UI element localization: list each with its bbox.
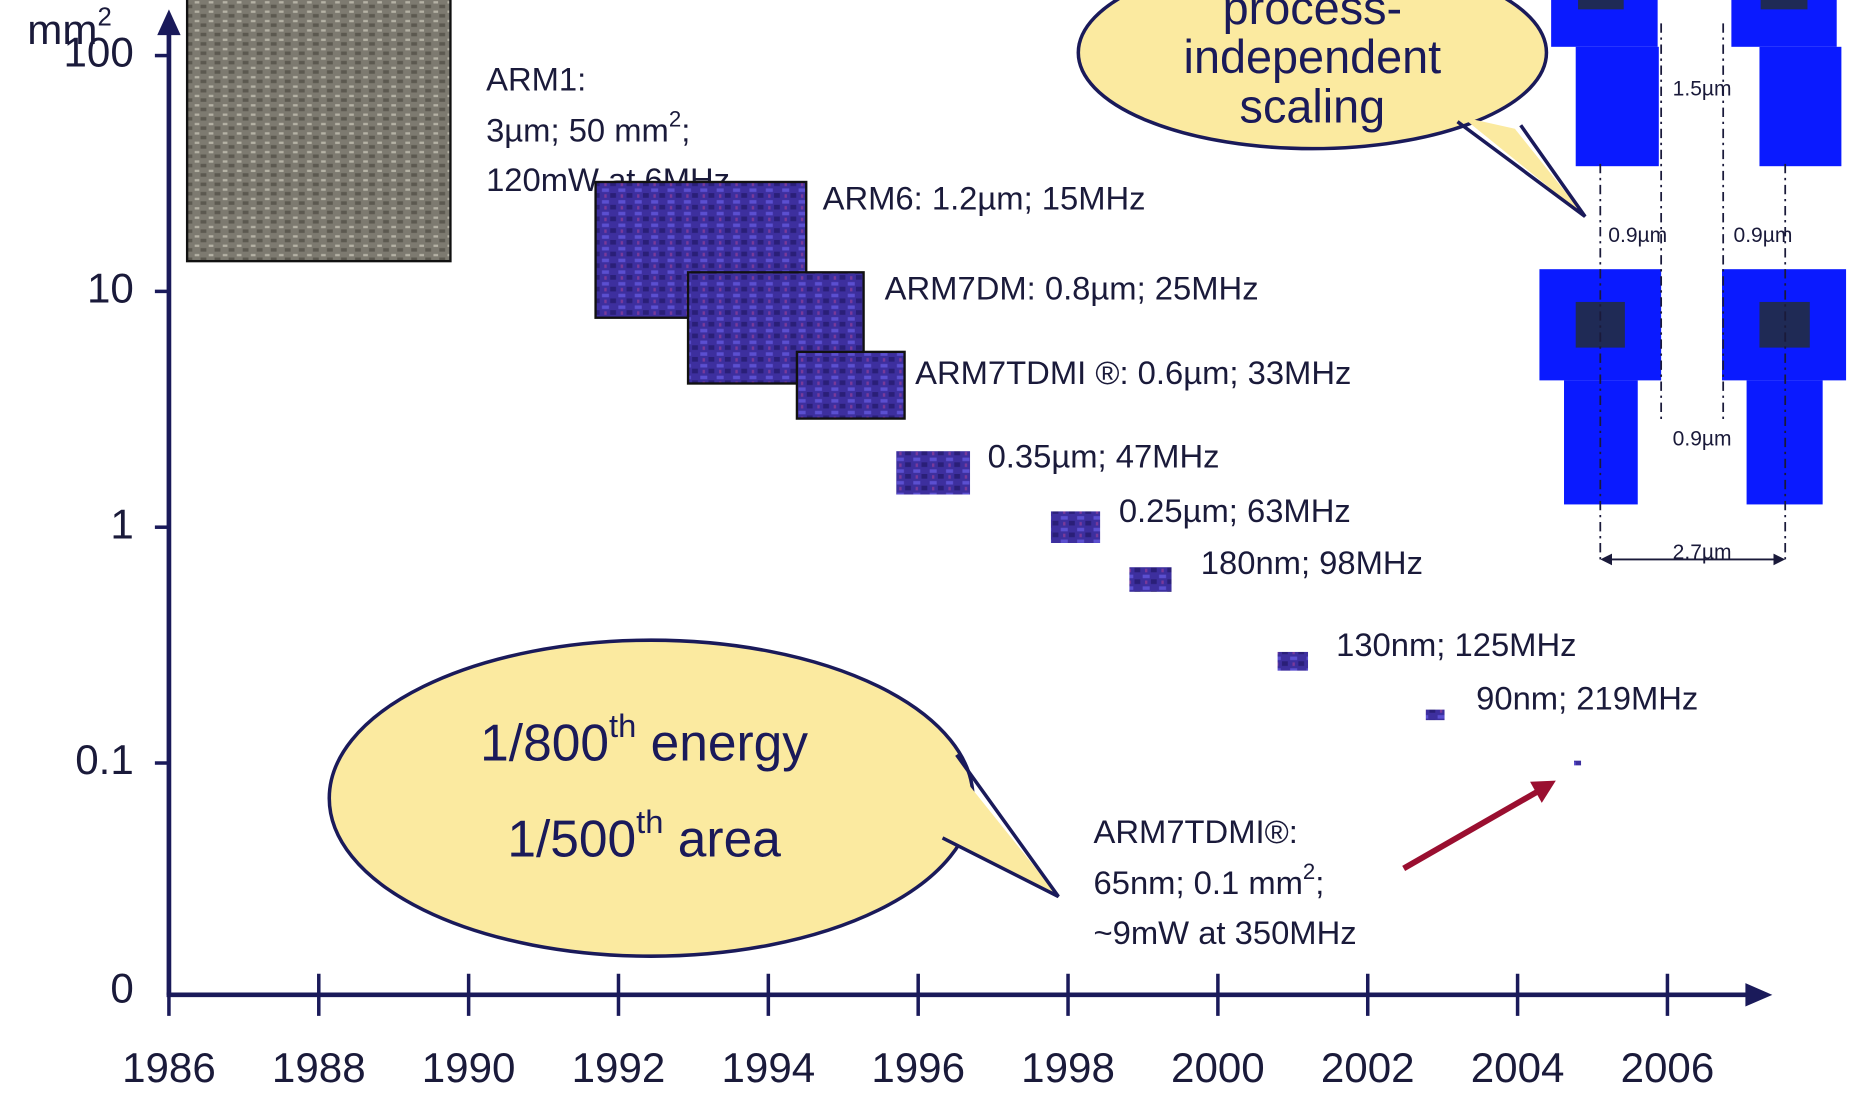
callout-sup: th <box>636 803 663 840</box>
dimension-label: 0.9µm <box>1608 224 1667 247</box>
label-sup: 2 <box>1303 859 1315 884</box>
dimension-label: 2.7µm <box>1673 541 1732 564</box>
label-part: ; <box>681 111 690 148</box>
x-tick-label: 2006 <box>1621 1044 1715 1091</box>
label-part: 65nm; 0.1 mm <box>1094 863 1303 900</box>
x-tick-label: 2002 <box>1321 1044 1415 1091</box>
page: {"chart_data": { "type": "scatter", "y_u… <box>0 0 1857 1106</box>
label-part: ; <box>1315 863 1324 900</box>
label-part: 3µm; 50 mm <box>486 111 669 148</box>
y-origin-label: 0 <box>110 964 133 1011</box>
callout-part: area <box>664 809 782 867</box>
y-axis-arrow <box>157 9 180 35</box>
chip-label: ARM7DM: 0.8µm; 25MHz <box>885 270 1259 307</box>
chip <box>1129 567 1171 592</box>
chip <box>1051 511 1100 543</box>
callout-text: independent <box>1184 31 1442 83</box>
dimension-label: 0.9µm <box>1734 224 1793 247</box>
chip <box>1574 761 1581 766</box>
x-tick-label: 1986 <box>122 1044 216 1091</box>
annotation-arrow <box>1404 791 1539 868</box>
callout-part: 1/800 <box>480 713 609 771</box>
chip-label: 130nm; 125MHz <box>1336 626 1576 663</box>
chip <box>797 352 905 419</box>
chip-label: ARM7TDMI ®: 0.6µm; 33MHz <box>915 354 1351 391</box>
arm7-65-label: 65nm; 0.1 mm2; <box>1094 859 1325 900</box>
chip-label: 0.35µm; 47MHz <box>988 437 1220 474</box>
x-tick-label: 1994 <box>721 1044 815 1091</box>
arm7-65-label: ~9mW at 350MHz <box>1094 914 1357 951</box>
callout-sup: th <box>609 707 636 744</box>
chip <box>187 0 450 261</box>
callout-text: scaling <box>1240 80 1386 132</box>
x-axis-arrow <box>1745 983 1772 1006</box>
x-tick-label: 1990 <box>422 1044 516 1091</box>
callout-part: 1/500 <box>507 809 636 867</box>
callout-text: 1/800th energy <box>480 707 808 772</box>
callout-tail <box>936 761 1059 897</box>
y-tick-label: 10 <box>87 265 134 312</box>
y-unit-sup: 2 <box>98 4 112 32</box>
x-tick-label: 1988 <box>272 1044 366 1091</box>
y-tick-label: 1 <box>110 500 133 547</box>
chip <box>896 451 970 494</box>
arm7-65-label: ARM7TDMI®: <box>1094 813 1298 850</box>
chip-label: 0.25µm; 63MHz <box>1119 492 1351 529</box>
callout-part: energy <box>636 713 808 771</box>
x-tick-label: 1992 <box>572 1044 666 1091</box>
y-tick-label: 0.1 <box>75 736 134 783</box>
chip-label: 90nm; 219MHz <box>1476 679 1698 716</box>
callout-text: process- <box>1223 0 1402 34</box>
dimension-label: 0.9µm <box>1673 428 1732 451</box>
chart: mm2 0 ARM1: 3µm; 50 mm2; 120mW at 6MHz A… <box>0 0 1857 1106</box>
chip <box>1426 710 1445 721</box>
arm1-label: 3µm; 50 mm2; <box>486 106 690 147</box>
x-tick-label: 1996 <box>871 1044 965 1091</box>
y-tick-label: 100 <box>64 29 134 76</box>
chip-label: ARM6: 1.2µm; 15MHz <box>823 179 1146 216</box>
x-tick-label: 2000 <box>1171 1044 1265 1091</box>
callout-tail-edge <box>1458 122 1586 217</box>
label-sup: 2 <box>669 106 681 131</box>
callout <box>329 640 973 956</box>
dimension-label: 1.5µm <box>1673 78 1732 101</box>
x-tick-label: 1998 <box>1021 1044 1115 1091</box>
x-tick-label: 2004 <box>1471 1044 1565 1091</box>
chip-label: 180nm; 98MHz <box>1201 544 1423 581</box>
chip <box>1278 652 1308 671</box>
arm1-label: ARM1: <box>486 61 586 98</box>
